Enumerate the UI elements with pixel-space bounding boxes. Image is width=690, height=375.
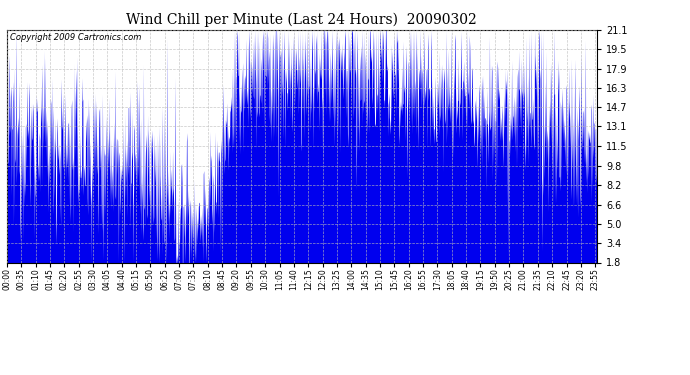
Title: Wind Chill per Minute (Last 24 Hours)  20090302: Wind Chill per Minute (Last 24 Hours) 20…: [126, 13, 477, 27]
Text: Copyright 2009 Cartronics.com: Copyright 2009 Cartronics.com: [10, 33, 141, 42]
